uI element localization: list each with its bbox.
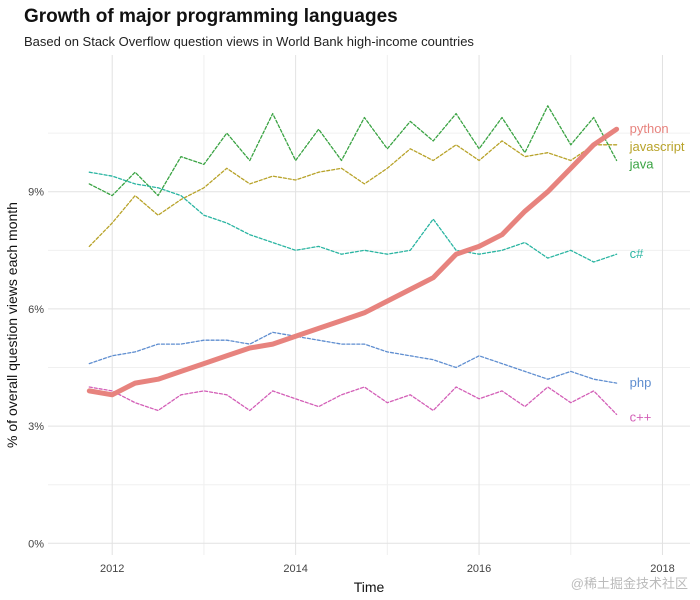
series-label: php <box>630 375 652 390</box>
series-line-csharp <box>88 171 618 263</box>
series-line-cpp <box>88 386 618 416</box>
y-tick-label: 0% <box>28 538 44 550</box>
y-tick-label: 3% <box>28 421 44 433</box>
series-line-java <box>88 105 618 197</box>
series-label: java <box>629 156 655 171</box>
watermark: @稀土掘金技术社区 <box>570 576 688 591</box>
x-tick-label: 2012 <box>100 563 124 575</box>
series-line-python <box>86 126 620 398</box>
series-labels: python javascript java c# php c++ <box>629 121 685 424</box>
y-tick-label: 9% <box>28 187 44 199</box>
chart-title: Growth of major programming languages <box>24 6 398 27</box>
series-label: python <box>630 121 669 136</box>
grid <box>48 55 690 555</box>
series-label: javascript <box>629 139 685 154</box>
axis-ticks: 0% 3% 6% 9% 2012 2014 2016 2018 <box>28 187 675 575</box>
y-tick-label: 6% <box>28 304 44 316</box>
x-tick-label: 2016 <box>467 563 491 575</box>
x-tick-label: 2014 <box>283 563 307 575</box>
chart-subtitle: Based on Stack Overflow question views i… <box>24 34 474 49</box>
series-line-javascript <box>88 140 618 248</box>
y-axis-title: % of overall question views each month <box>4 202 20 448</box>
series-line-php <box>88 331 618 384</box>
series-lines <box>86 105 620 416</box>
x-tick-label: 2018 <box>650 563 674 575</box>
x-axis-title: Time <box>354 579 385 595</box>
series-label: c++ <box>630 409 652 424</box>
series-label: c# <box>630 246 645 261</box>
